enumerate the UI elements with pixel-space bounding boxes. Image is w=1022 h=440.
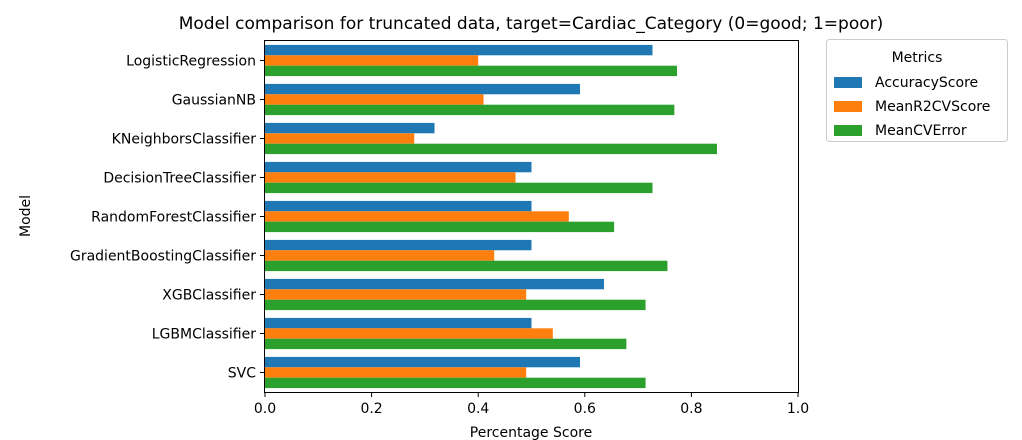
bar-meanr2cvscore-6: [265, 250, 495, 261]
legend-items: AccuracyScore MeanR2CVScore MeanCVError: [834, 75, 990, 139]
x-tick-label: 1.0: [787, 401, 809, 417]
legend-label-meancverror: MeanCVError: [875, 123, 967, 139]
x-tick-label: 0.2: [360, 401, 382, 417]
bar-meancverror-3: [265, 143, 717, 155]
y-tick-label: LGBMClassifier: [152, 327, 256, 343]
y-tick-label: KNeighborsClassifier: [112, 132, 257, 148]
bar-accuracyscore-1: [265, 44, 653, 56]
bar-accuracyscore-7: [265, 278, 604, 290]
legend: Metrics AccuracyScore MeanR2CVScore MeanCV…: [826, 39, 1008, 142]
y-axis-label: Model: [18, 195, 34, 237]
bar-meancverror-5: [265, 221, 615, 233]
bar-accuracyscore-5: [265, 200, 532, 212]
y-tick-label: GaussianNB: [172, 93, 256, 109]
y-tick-label: SVC: [228, 366, 256, 382]
legend-frame: [826, 39, 1008, 142]
legend-swatch-meanr2cvscore: [834, 101, 862, 112]
y-tick-label: DecisionTreeClassifier: [103, 171, 256, 187]
bar-meanr2cvscore-5: [265, 211, 569, 222]
x-tick-label: 0.0: [254, 401, 276, 417]
y-tick-label: XGBClassifier: [162, 288, 256, 304]
bar-meancverror-4: [265, 182, 653, 194]
legend-title: Metrics: [892, 50, 943, 66]
legend-label-meanr2cvscore: MeanR2CVScore: [875, 99, 990, 115]
bar-meancverror-9: [265, 377, 646, 389]
y-tick-label: LogisticRegression: [126, 54, 256, 70]
bar-meancverror-7: [265, 299, 646, 311]
y-axis-ticks: LogisticRegression GaussianNB KNeighborsCl…: [70, 54, 265, 382]
bar-accuracyscore-2: [265, 83, 581, 95]
legend-label-accuracyscore: AccuracyScore: [875, 75, 978, 91]
bars-group: [265, 44, 717, 389]
bar-meanr2cvscore-3: [265, 133, 415, 144]
bar-accuracyscore-6: [265, 239, 532, 251]
bar-meancverror-6: [265, 260, 668, 272]
legend-swatch-meancverror: [834, 125, 862, 136]
bar-meancverror-8: [265, 338, 627, 350]
x-axis-ticks: 0.0 0.2 0.4 0.6 0.8 1.0: [254, 392, 809, 417]
bar-meanr2cvscore-9: [265, 367, 527, 378]
bar-meanr2cvscore-7: [265, 289, 527, 300]
legend-swatch-accuracyscore: [834, 77, 862, 88]
x-tick-label: 0.6: [574, 401, 596, 417]
bar-meanr2cvscore-8: [265, 328, 553, 339]
bar-meancverror-1: [265, 65, 678, 77]
x-tick-label: 0.8: [680, 401, 702, 417]
x-axis-label: Percentage Score: [470, 425, 592, 440]
y-tick-label: RandomForestClassifier: [91, 210, 256, 226]
bar-accuracyscore-3: [265, 122, 435, 134]
y-tick-label: GradientBoostingClassifier: [70, 249, 256, 265]
bar-meanr2cvscore-1: [265, 55, 479, 66]
bar-meanr2cvscore-2: [265, 94, 484, 105]
chart-title: Model comparison for truncated data, tar…: [179, 14, 884, 34]
plot-frame: [264, 40, 799, 393]
bar-accuracyscore-9: [265, 356, 581, 368]
bar-meancverror-2: [265, 104, 675, 116]
bar-accuracyscore-8: [265, 317, 532, 329]
x-tick-label: 0.4: [467, 401, 489, 417]
bar-meanr2cvscore-4: [265, 172, 516, 183]
bar-accuracyscore-4: [265, 161, 532, 173]
